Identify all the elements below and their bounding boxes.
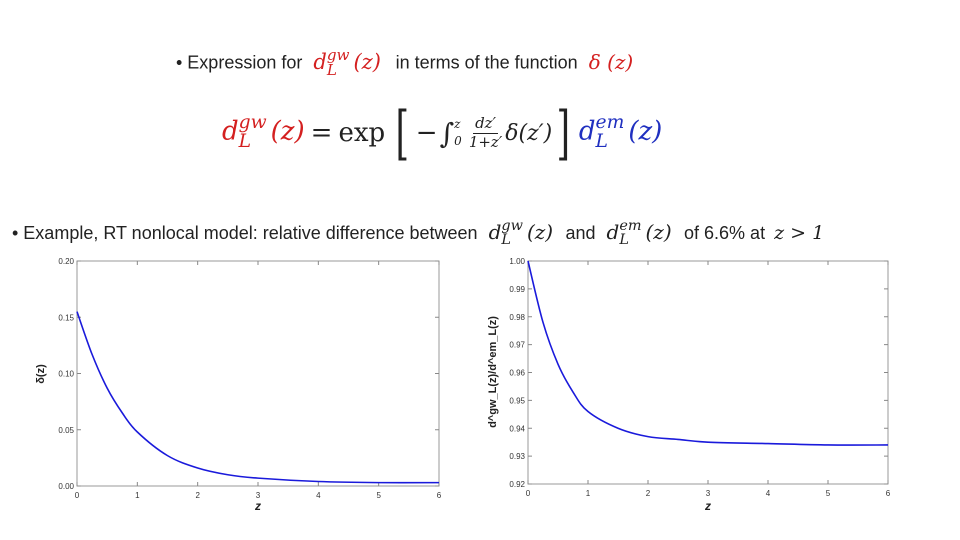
y-tick-label: 0.99 <box>509 285 525 294</box>
plot-frame <box>527 260 889 485</box>
y-tick-label: 0.94 <box>509 424 525 433</box>
y-tick-label: 0.95 <box>509 396 525 405</box>
x-tick-label: 1 <box>135 491 140 500</box>
x-tick-label: 3 <box>256 491 261 500</box>
x-tick-label: 6 <box>886 489 891 498</box>
condition-expression: z > 1 <box>774 221 825 244</box>
y-tick-label: 0.96 <box>509 369 525 378</box>
chart-2: 0 1 2 3 4 5 6 0.92 0.93 0.94 0.95 0.96 0.97 0.98 0.99 1… <box>487 257 891 513</box>
delta-expression: δ (z) <box>588 49 634 74</box>
and-word: and <box>565 222 596 243</box>
bullet-text-tail: of 6.6% at <box>684 222 766 243</box>
y-tick-label: 0.20 <box>58 257 74 266</box>
bullet-example: • Example, RT nonlocal model: relative d… <box>12 219 824 248</box>
integrand-fraction: dz′ 1+z′ <box>468 114 503 151</box>
exp-function: exp <box>338 118 386 148</box>
bullet-text-middle: in terms of the function <box>395 52 578 73</box>
dgw-expression: d gw L (z) <box>313 46 381 80</box>
equals-sign: = <box>310 118 333 148</box>
x-tick-label: 6 <box>437 491 442 500</box>
series-curve <box>527 260 889 446</box>
y-tick-label: 1.00 <box>509 257 525 266</box>
y-tick-label: 0.93 <box>509 452 525 461</box>
y-tick-label: 0.00 <box>58 482 74 491</box>
integrand-delta: δ(z′) <box>505 120 553 146</box>
y-tick-label: 0.15 <box>58 313 74 322</box>
dem-expression: d em L (z) <box>606 218 672 249</box>
x-tick-label: 3 <box>706 489 711 498</box>
bullet-text-prefix-2: • Example, RT nonlocal model: relative d… <box>12 222 478 243</box>
dgw-expression-2: d gw L (z) <box>488 218 554 249</box>
y-tick-label: 0.97 <box>509 341 525 350</box>
x-tick-label: 0 <box>526 489 531 498</box>
x-tick-label: 4 <box>316 491 321 500</box>
x-tick-label: 2 <box>646 489 651 498</box>
x-tick-label: 1 <box>586 489 591 498</box>
equation-lhs: d gw L (z) <box>222 112 305 152</box>
x-tick-label: 0 <box>75 491 80 500</box>
y-axis-label: δ(z) <box>35 364 47 384</box>
y-axis-label: d^gw_L(z)/d^em_L(z) <box>487 316 499 428</box>
x-tick-label: 2 <box>195 491 200 500</box>
y-tick-label: 0.92 <box>509 480 525 489</box>
y-tick-label: 0.98 <box>509 313 525 322</box>
integral-sign: ∫ <box>439 116 455 150</box>
x-tick-label: 5 <box>826 489 831 498</box>
y-tick-label: 0.10 <box>58 370 74 379</box>
x-axis-label: z <box>254 499 261 513</box>
bracket-open: [ <box>395 99 410 167</box>
minus-sign: − <box>415 118 438 148</box>
bracket-close: ] <box>556 99 571 167</box>
bullet-text-prefix: • Expression for <box>176 52 303 73</box>
chart-1: 0 1 2 3 4 5 6 0.00 0.05 0.10 0.15 0.20 z δ(z) <box>35 257 442 513</box>
x-tick-label: 5 <box>376 491 381 500</box>
equation-rhs: d em L (z) <box>578 112 663 152</box>
y-tick-label: 0.05 <box>58 426 74 435</box>
bullet-expression: • Expression for d gw L (z) in terms of the… <box>176 46 634 80</box>
x-axis-label: z <box>704 499 711 513</box>
x-tick-label: 4 <box>766 489 771 498</box>
plot-frame <box>76 260 440 487</box>
series-curve <box>76 311 440 484</box>
